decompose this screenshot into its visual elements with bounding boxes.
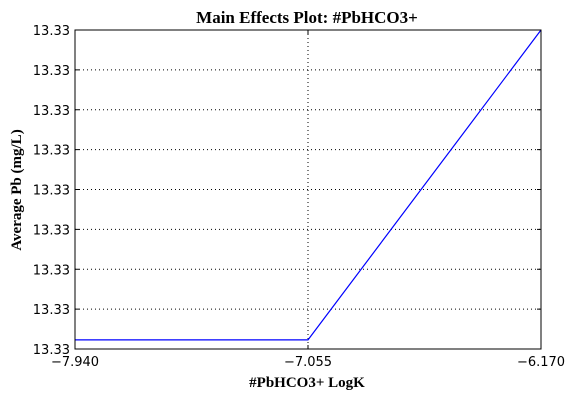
- tick-labels: 13.33 13.33 13.33 13.33 13.33 13.33 13.33 13.33…: [33, 24, 565, 370]
- x-tick-label: −7.940: [51, 355, 99, 370]
- y-tick-label: 13.33: [33, 343, 70, 358]
- y-tick-label: 13.33: [33, 184, 70, 199]
- grid-lines: [75, 30, 541, 349]
- x-tick-label: −6.170: [517, 355, 565, 370]
- y-tick-label: 13.33: [33, 303, 70, 318]
- y-tick-label: 13.33: [33, 144, 70, 159]
- x-axis-label: #PbHCO3+ LogK: [249, 375, 365, 391]
- series-layer: [75, 29, 542, 341]
- y-tick-label: 13.33: [33, 223, 70, 238]
- chart-title: Main Effects Plot: #PbHCO3+: [196, 8, 418, 27]
- series-line: [75, 29, 542, 341]
- y-tick-label: 13.33: [33, 64, 70, 79]
- y-tick-label: 13.33: [33, 263, 70, 278]
- y-tick-label: 13.33: [33, 104, 70, 119]
- x-tick-label: −7.055: [284, 355, 332, 370]
- y-tick-label: 13.33: [33, 24, 70, 39]
- y-axis-label: Average Pb (mg/L): [9, 129, 25, 250]
